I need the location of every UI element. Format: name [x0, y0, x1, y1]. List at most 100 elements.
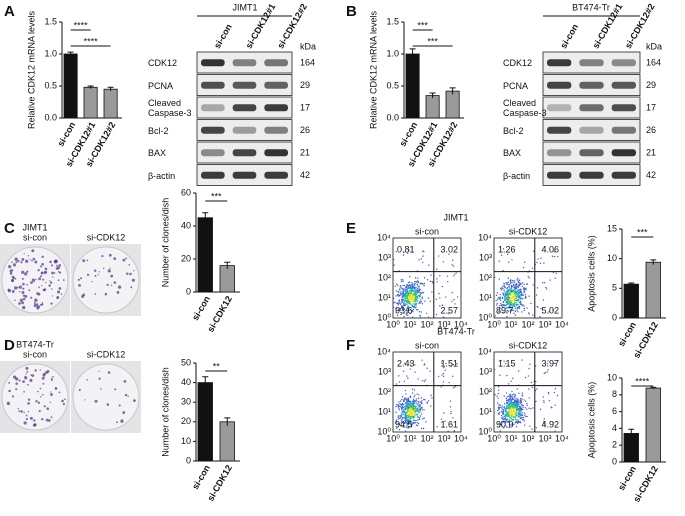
event: [511, 406, 513, 408]
event: [415, 304, 417, 306]
event: [508, 305, 511, 307]
event: [418, 294, 421, 297]
event: [506, 315, 508, 318]
event: [511, 405, 513, 407]
colony-label: si-CDK12: [87, 232, 126, 242]
event: [506, 396, 508, 398]
event: [509, 306, 511, 309]
event: [410, 303, 412, 305]
event: [404, 422, 406, 424]
blot-band: [201, 171, 225, 179]
colony: [27, 402, 30, 405]
event: [535, 380, 537, 383]
event: [519, 417, 522, 419]
colony: [8, 390, 10, 393]
significance-label: ***: [211, 191, 222, 201]
event: [514, 294, 517, 296]
event: [402, 299, 405, 301]
event: [401, 293, 404, 295]
event: [525, 415, 527, 418]
colony: [31, 278, 35, 282]
quadrant-value: 3.02: [440, 244, 458, 254]
colony: [79, 277, 82, 280]
kda-value: 21: [646, 148, 656, 158]
event: [414, 406, 417, 409]
event: [403, 312, 405, 314]
colony: [49, 401, 51, 403]
event: [400, 302, 402, 304]
event: [499, 293, 501, 296]
event: [407, 427, 409, 429]
x-tick-label: 10²: [420, 433, 433, 443]
colony: [62, 279, 65, 281]
event: [522, 266, 525, 269]
event: [420, 427, 423, 430]
event: [514, 285, 516, 287]
event: [508, 419, 511, 421]
event: [512, 402, 515, 405]
event: [517, 403, 519, 406]
colony: [41, 376, 45, 380]
event: [543, 372, 545, 375]
event: [519, 297, 521, 299]
event: [418, 302, 420, 304]
colony: [15, 388, 18, 391]
colony: [11, 279, 14, 283]
event: [409, 294, 412, 297]
event: [407, 426, 409, 428]
event: [521, 282, 524, 284]
event: [505, 296, 507, 299]
event: [501, 421, 503, 423]
event: [506, 310, 509, 312]
event: [421, 400, 423, 402]
event: [454, 303, 456, 305]
event: [509, 301, 512, 303]
event: [436, 278, 438, 280]
colony: [22, 282, 25, 286]
event: [413, 302, 415, 304]
event: [519, 302, 522, 304]
event: [416, 300, 419, 302]
event: [418, 259, 420, 261]
event: [415, 398, 418, 400]
event: [403, 315, 405, 318]
kda-value: 26: [300, 125, 310, 135]
colony: [43, 372, 46, 376]
event: [431, 397, 433, 399]
event: [447, 313, 449, 315]
event: [409, 395, 411, 397]
event: [510, 303, 512, 306]
event: [406, 407, 409, 410]
event: [415, 400, 418, 402]
event: [512, 284, 515, 287]
event: [555, 272, 557, 275]
event: [519, 421, 522, 424]
event: [552, 271, 555, 274]
event: [452, 363, 455, 366]
event: [406, 295, 409, 297]
event: [521, 304, 523, 307]
event: [398, 307, 400, 309]
event: [406, 423, 409, 425]
event: [494, 315, 496, 317]
event: [543, 262, 545, 264]
colony: [33, 419, 36, 422]
event: [524, 293, 527, 296]
event: [516, 309, 518, 311]
bar: [219, 421, 235, 462]
event: [504, 422, 506, 424]
colony: [63, 398, 66, 401]
event: [429, 280, 432, 283]
event: [519, 282, 522, 284]
event: [496, 304, 498, 306]
event: [411, 281, 413, 284]
event: [525, 402, 528, 405]
event: [502, 285, 504, 287]
event: [506, 303, 508, 306]
event: [418, 311, 421, 313]
event: [423, 284, 425, 287]
event: [505, 419, 507, 421]
colony: [116, 421, 118, 424]
event: [418, 404, 420, 406]
colony: [57, 266, 60, 270]
